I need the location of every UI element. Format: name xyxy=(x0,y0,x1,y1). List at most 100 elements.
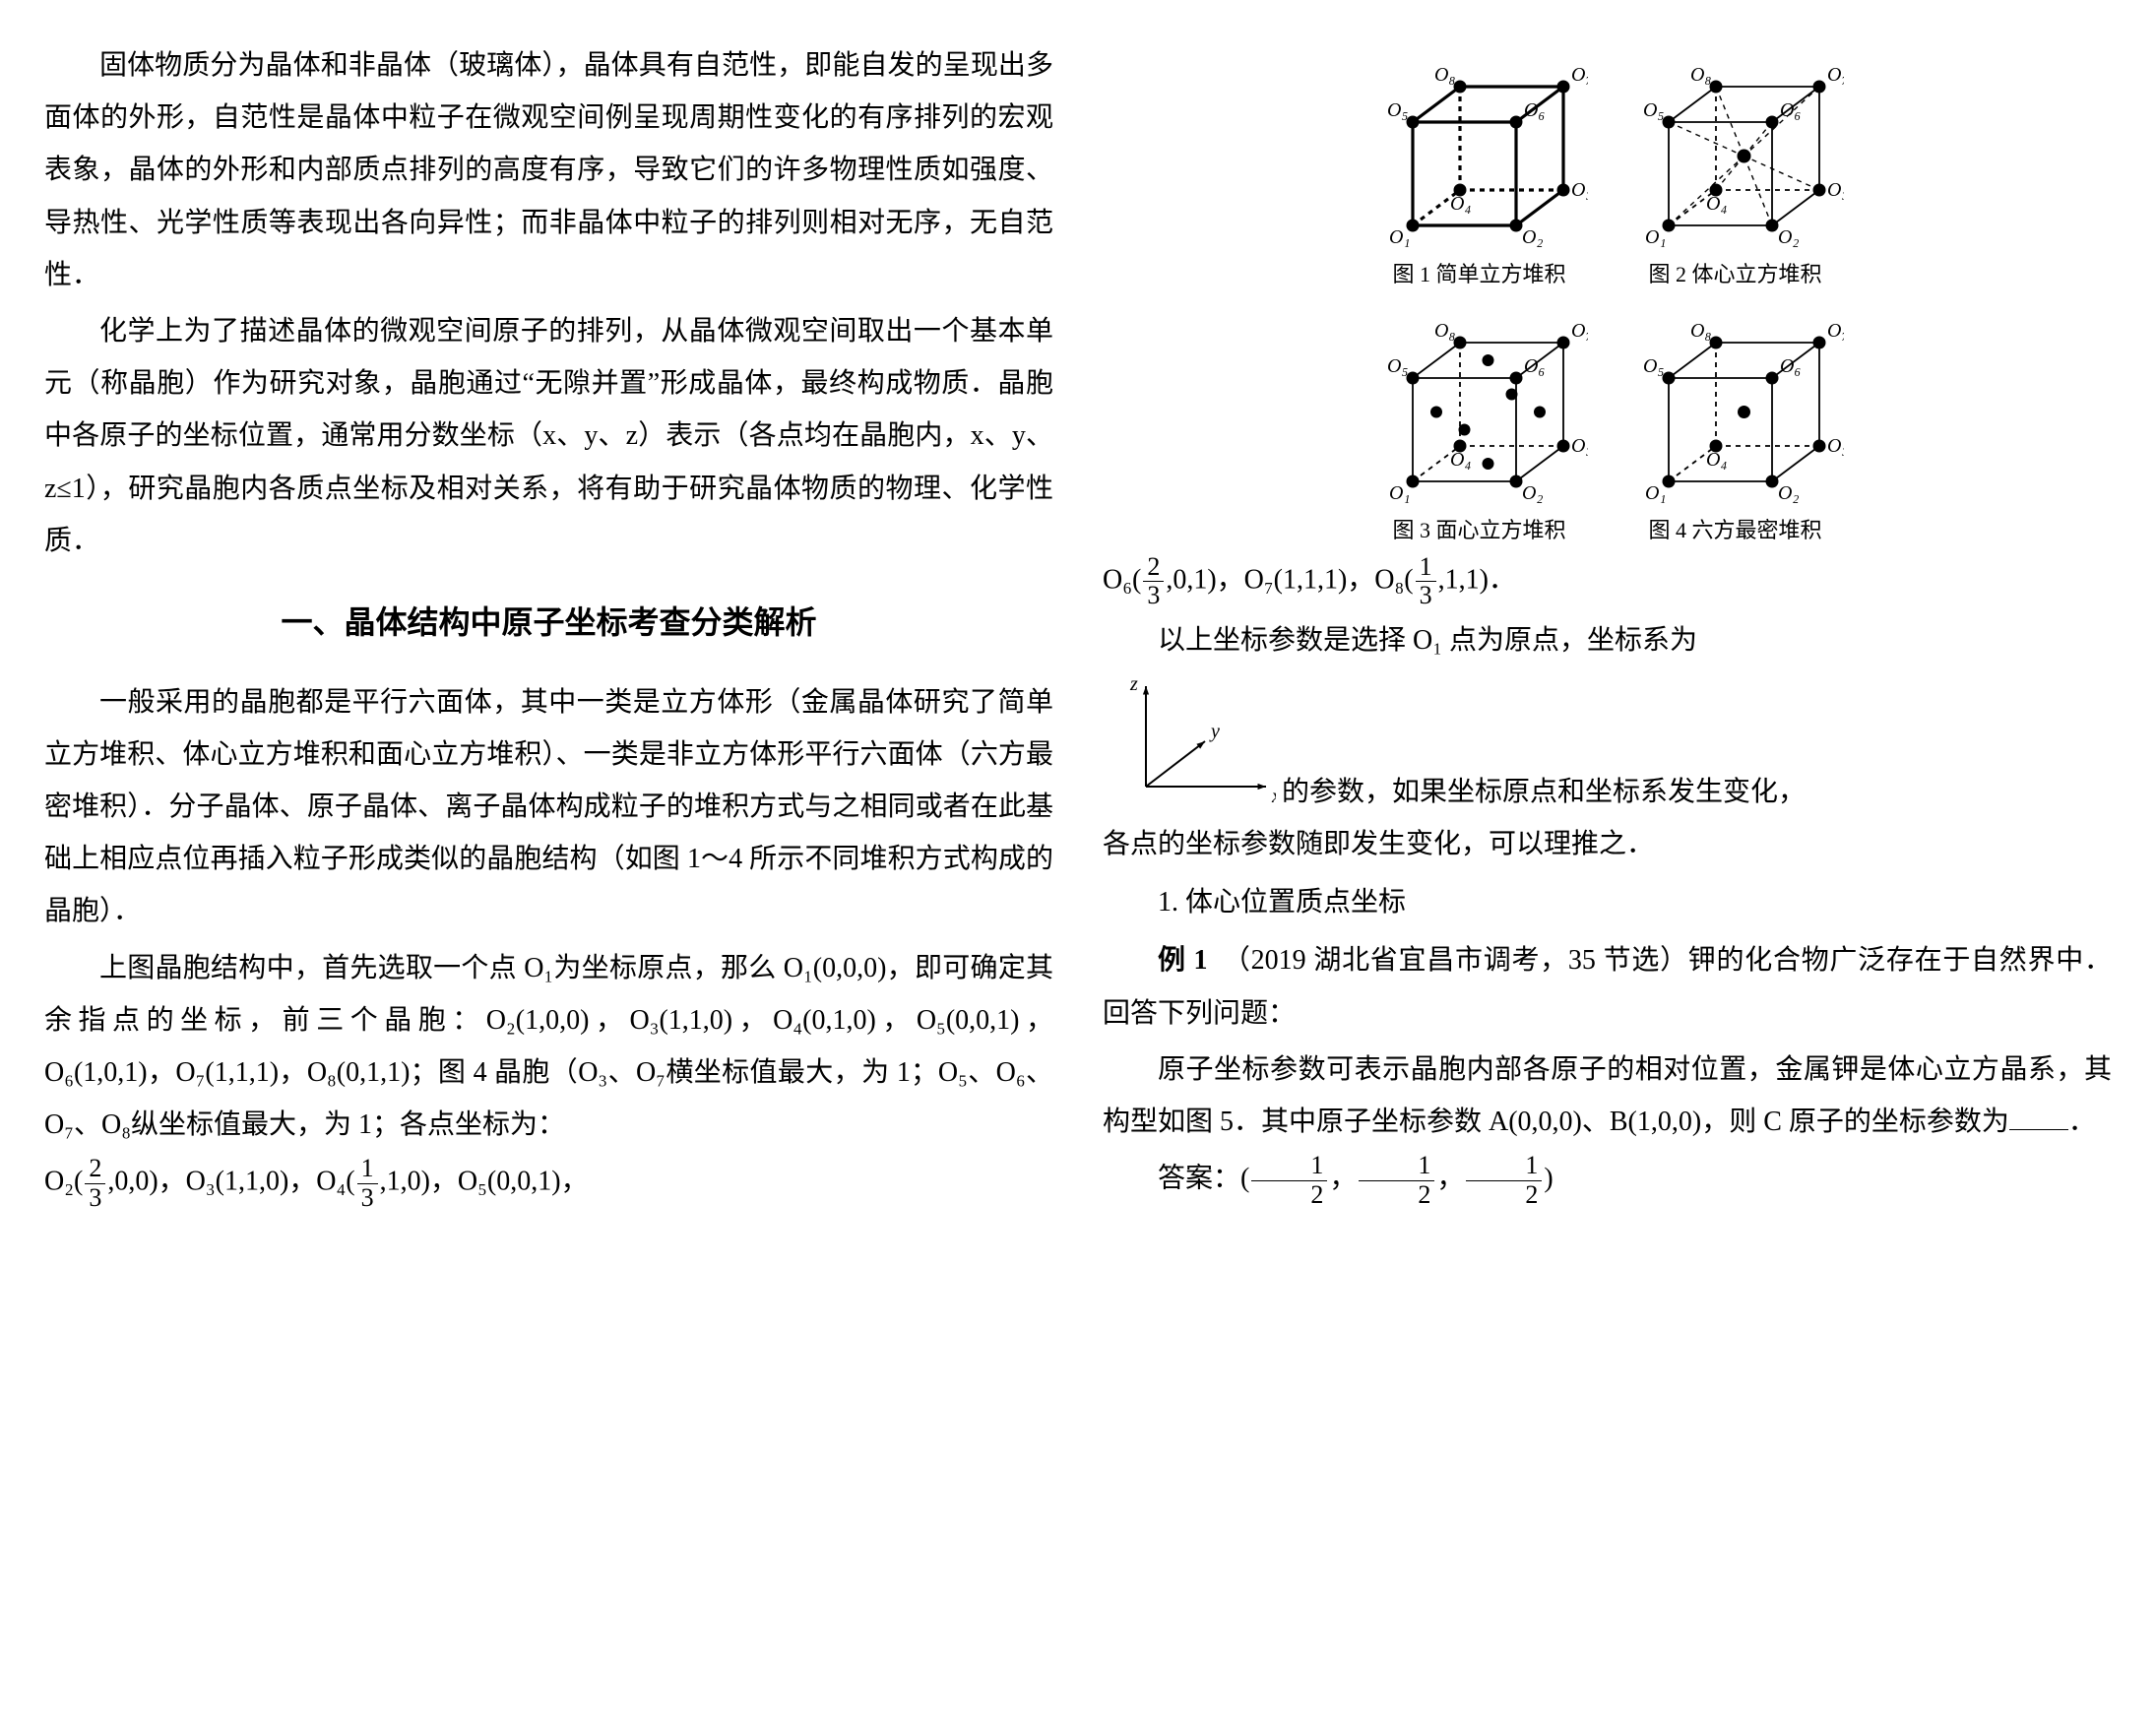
svg-text:O₄: O₄ xyxy=(1706,449,1727,471)
coords-line-o6: O₆(23,0,1)，O₇(1,1,1)，O₈(13,1,1)． xyxy=(1103,553,2112,610)
numerator: 1 xyxy=(1359,1152,1434,1181)
figure-1: O₁ O₂ O₃ O₄ O₅ O₆ O₇ O₈ 图 1 简单立方堆积 xyxy=(1371,43,1588,295)
svg-text:O₆: O₆ xyxy=(1780,355,1801,377)
axes-intro: 以上坐标参数是选择 O₁ 点为原点，坐标系为 xyxy=(1103,614,2112,666)
fraction-1-3: 13 xyxy=(357,1155,378,1212)
cube-hcp-icon: O₁O₂O₃O₄O₅O₆O₇O₈ xyxy=(1627,299,1844,506)
text: ,1,1)． xyxy=(1438,564,1516,595)
denominator: 3 xyxy=(357,1184,378,1213)
svg-text:O₈: O₈ xyxy=(1690,320,1711,342)
svg-text:O₈: O₈ xyxy=(1434,64,1455,86)
figure-row-2: O₁ O₂ O₃ O₄ O₅ O₆ O₇ O₈ 图 3 面心立方堆积 O₁ O₂ O₃ O₄ O₅ O₆… xyxy=(1103,299,2112,551)
svg-text:O₅: O₅ xyxy=(1643,99,1664,121)
svg-text:O₈: O₈ xyxy=(1690,64,1711,86)
numerator: 2 xyxy=(1143,553,1164,583)
svg-text:O₇: O₇ xyxy=(1571,64,1588,86)
svg-text:O₄: O₄ xyxy=(1450,193,1471,215)
svg-text:O₂: O₂ xyxy=(1522,226,1543,248)
text: ,0,1)，O₇(1,1,1)，O₈( xyxy=(1166,564,1413,595)
figure-2: O₁ O₂ O₃ O₄ O₅ O₆ O₇ O₈ 图 2 体心立方堆积 xyxy=(1627,43,1844,295)
axes-line-b: 各点的坐标参数随即发生变化，可以理推之． xyxy=(1103,818,2112,870)
paragraph-3: 一般采用的晶胞都是平行六面体，其中一类是立方体形（金属晶体研究了简单立方堆积、体… xyxy=(44,676,1053,938)
subsection-1-title: 1. 体心位置质点坐标 xyxy=(1103,876,2112,928)
paragraph-1: 固体物质分为晶体和非晶体（玻璃体），晶体具有自范性，即能自发的呈现出多面体的外形… xyxy=(44,39,1053,301)
cube-body-centered-icon: O₁ O₂ O₃ O₄ O₅ O₆ O₇ O₈ xyxy=(1627,43,1844,250)
fraction-1-2: 12 xyxy=(1251,1152,1327,1209)
denominator: 2 xyxy=(1359,1181,1434,1210)
svg-text:O₆: O₆ xyxy=(1524,355,1545,377)
svg-text:x: x xyxy=(1271,786,1276,807)
denominator: 3 xyxy=(1143,582,1164,610)
svg-text:O₂: O₂ xyxy=(1778,226,1799,248)
svg-text:O₆: O₆ xyxy=(1780,99,1801,121)
fraction-2-3: 23 xyxy=(1143,553,1164,610)
figure-4: O₁O₂O₃O₄O₅O₆O₇O₈ 图 4 六方最密堆积 xyxy=(1627,299,1844,551)
example-1-label: 例 1 xyxy=(1158,945,1207,976)
example-1: 例 1 （2019 湖北省宜昌市调考，35 节选）钾的化合物广泛存在于自然界中．… xyxy=(1103,934,2112,1039)
svg-text:O₁: O₁ xyxy=(1389,226,1410,248)
cube-face-centered-icon: O₁ O₂ O₃ O₄ O₅ O₆ O₇ O₈ xyxy=(1371,299,1588,506)
denominator: 3 xyxy=(85,1184,105,1213)
svg-text:O₅: O₅ xyxy=(1643,355,1664,377)
svg-text:O₇: O₇ xyxy=(1827,320,1844,342)
example-1-body: （2019 湖北省宜昌市调考，35 节选）钾的化合物广泛存在于自然界中．回答下列… xyxy=(1103,945,2112,1028)
example-1-answer: 答案：(12，12，12) xyxy=(1103,1152,2112,1209)
text: O₂( xyxy=(44,1167,83,1197)
svg-text:O₃: O₃ xyxy=(1827,179,1844,201)
svg-text:O₈: O₈ xyxy=(1434,320,1455,342)
text: ， xyxy=(1329,1164,1357,1194)
text: O₆( xyxy=(1103,564,1141,595)
svg-text:O₂: O₂ xyxy=(1522,482,1543,504)
svg-text:O₃: O₃ xyxy=(1571,179,1588,201)
svg-text:O₄: O₄ xyxy=(1706,193,1727,215)
numerator: 2 xyxy=(85,1155,105,1184)
text: ． xyxy=(2068,1107,2096,1137)
svg-text:O₆: O₆ xyxy=(1524,99,1545,121)
svg-text:O₅: O₅ xyxy=(1387,99,1408,121)
numerator: 1 xyxy=(1416,553,1436,583)
svg-text:y: y xyxy=(1209,721,1220,742)
figure-row-1: O₁ O₂ O₃ O₄ O₅ O₆ O₇ O₈ 图 1 简单立方堆积 O₁ O₂ O₃ O₄ O₅ O₆… xyxy=(1103,43,2112,295)
fraction-1-2: 12 xyxy=(1359,1152,1434,1209)
svg-text:O₃: O₃ xyxy=(1571,435,1588,457)
figure-3-caption: 图 3 面心立方堆积 xyxy=(1371,510,1588,551)
svg-text:O₇: O₇ xyxy=(1571,320,1588,342)
svg-text:O₂: O₂ xyxy=(1778,482,1799,504)
numerator: 1 xyxy=(1466,1152,1542,1181)
text: ,1,0)，O₅(0,0,1)， xyxy=(380,1167,589,1197)
numerator: 1 xyxy=(1251,1152,1327,1181)
figure-2-caption: 图 2 体心立方堆积 xyxy=(1627,254,1844,295)
section-title: 一、晶体结构中原子坐标考查分类解析 xyxy=(44,593,1053,653)
text: ， xyxy=(1436,1164,1464,1194)
cube-simple-icon: O₁ O₂ O₃ O₄ O₅ O₆ O₇ O₈ xyxy=(1371,43,1588,250)
example-1-question: 原子坐标参数可表示晶胞内部各原子的相对位置，金属钾是体心立方晶系，其构型如图 5… xyxy=(1103,1044,2112,1148)
svg-text:O₄: O₄ xyxy=(1450,449,1471,471)
text: 的参数，如果坐标原点和坐标系发生变化， xyxy=(1282,766,2112,818)
figure-3: O₁ O₂ O₃ O₄ O₅ O₆ O₇ O₈ 图 3 面心立方堆积 xyxy=(1371,299,1588,551)
page: 固体物质分为晶体和非晶体（玻璃体），晶体具有自范性，即能自发的呈现出多面体的外形… xyxy=(44,39,2112,1217)
text: 答案：( xyxy=(1158,1164,1249,1194)
denominator: 2 xyxy=(1466,1181,1542,1210)
svg-text:O₅: O₅ xyxy=(1387,355,1408,377)
text: ) xyxy=(1544,1164,1553,1194)
text: ,0,0)，O₃(1,1,0)，O₄( xyxy=(107,1167,354,1197)
axes-icon: z x y xyxy=(1109,670,1276,818)
paragraph-4a: 上图晶胞结构中，首先选取一个点 O₁为坐标原点，那么 O₁(0,0,0)，即可确… xyxy=(44,942,1053,1152)
denominator: 3 xyxy=(1416,582,1436,610)
figure-1-caption: 图 1 简单立方堆积 xyxy=(1371,254,1588,295)
fraction-2-3: 23 xyxy=(85,1155,105,1212)
text: 原子坐标参数可表示晶胞内部各原子的相对位置，金属钾是体心立方晶系，其构型如图 5… xyxy=(1103,1054,2112,1137)
numerator: 1 xyxy=(357,1155,378,1184)
figure-4-caption: 图 4 六方最密堆积 xyxy=(1627,510,1844,551)
svg-text:O₇: O₇ xyxy=(1827,64,1844,86)
axes-line: z x y 的参数，如果坐标原点和坐标系发生变化， xyxy=(1103,670,2112,818)
column-right: O₁ O₂ O₃ O₄ O₅ O₆ O₇ O₈ 图 1 简单立方堆积 O₁ O₂ O₃ O₄ O₅ O₆… xyxy=(1103,39,2112,1217)
svg-text:O₁: O₁ xyxy=(1389,482,1410,504)
svg-text:z: z xyxy=(1129,673,1138,695)
fraction-1-2: 12 xyxy=(1466,1152,1542,1209)
denominator: 2 xyxy=(1251,1181,1327,1210)
paragraph-4b: O₂(23,0,0)，O₃(1,1,0)，O₄(13,1,0)，O₅(0,0,1… xyxy=(44,1155,1053,1212)
fraction-1-3: 13 xyxy=(1416,553,1436,610)
svg-text:O₁: O₁ xyxy=(1645,226,1666,248)
paragraph-2: 化学上为了描述晶体的微观空间原子的排列，从晶体微观空间取出一个基本单元（称晶胞）… xyxy=(44,305,1053,567)
